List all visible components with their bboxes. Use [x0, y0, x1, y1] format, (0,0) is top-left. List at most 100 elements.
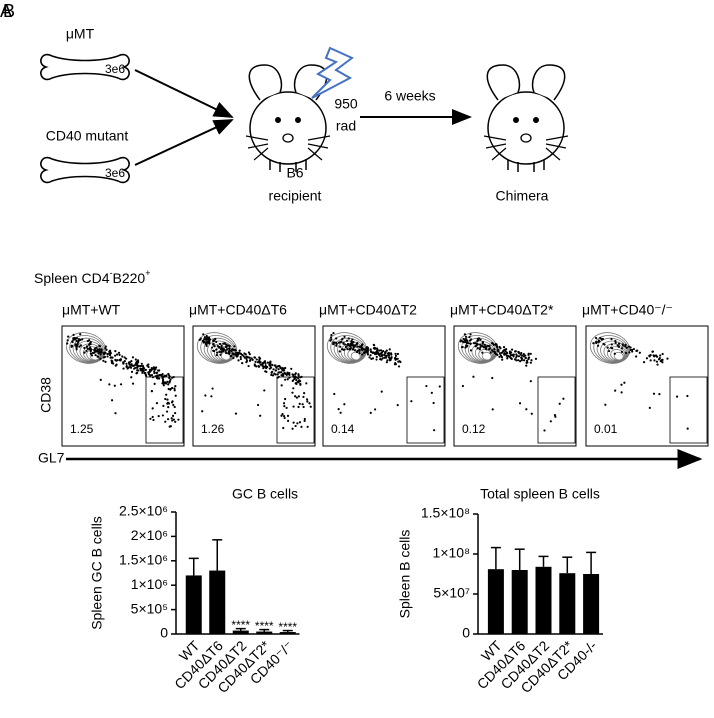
event-dot	[130, 370, 134, 373]
event-dot	[98, 344, 101, 347]
event-dot	[276, 373, 279, 376]
event-dot	[636, 349, 639, 352]
event-dot	[241, 353, 244, 357]
y-axis-label: Spleen GC B cells	[89, 516, 105, 630]
event-dot	[553, 414, 557, 417]
event-dot	[607, 349, 611, 353]
event-dot	[522, 355, 525, 358]
event-dot	[515, 354, 518, 358]
event-dot	[144, 368, 147, 372]
event-dot	[283, 414, 286, 418]
event-dot	[365, 348, 368, 351]
event-dot	[161, 414, 165, 417]
event-dot	[89, 342, 92, 346]
event-dot	[225, 351, 228, 355]
event-dot	[661, 361, 664, 364]
event-dot	[601, 337, 604, 341]
event-dot	[660, 359, 663, 362]
event-dot	[125, 362, 128, 365]
event-dot	[168, 379, 171, 383]
radiation-icon	[311, 46, 354, 99]
bar	[535, 566, 552, 634]
event-dot	[268, 361, 271, 365]
event-dot	[614, 341, 617, 344]
event-dot	[358, 345, 361, 348]
gate	[669, 376, 708, 444]
event-dot	[250, 357, 253, 360]
event-dot	[388, 348, 391, 351]
event-dot	[213, 345, 216, 348]
event-dot	[85, 345, 88, 349]
event-dot	[173, 389, 176, 392]
y-axis-label: CD38	[38, 377, 54, 413]
event-dot	[373, 347, 377, 350]
event-dot	[394, 352, 397, 355]
event-dot	[167, 373, 170, 377]
event-dot	[263, 389, 266, 392]
event-dot	[300, 425, 303, 428]
bar	[511, 570, 528, 634]
significance: ****	[255, 619, 274, 633]
event-dot	[505, 348, 508, 351]
event-dot	[174, 420, 177, 423]
event-dot	[371, 357, 375, 360]
plot-frame	[192, 325, 316, 447]
event-dot	[115, 353, 119, 356]
event-dot	[205, 343, 208, 346]
event-dot	[466, 339, 469, 342]
event-dot	[150, 367, 153, 370]
event-dot	[237, 353, 240, 356]
event-dot	[263, 360, 267, 363]
event-dot	[508, 352, 511, 355]
event-dot	[164, 420, 167, 423]
event-dot	[686, 427, 689, 430]
event-dot	[108, 353, 112, 357]
event-dot	[384, 351, 387, 355]
event-dot	[147, 365, 150, 369]
event-dot	[86, 347, 89, 351]
event-dot	[104, 345, 107, 348]
event-dot	[594, 336, 598, 340]
event-dot	[174, 411, 177, 415]
event-dot	[620, 391, 623, 394]
event-dot	[125, 357, 128, 360]
event-dot	[527, 358, 530, 361]
event-dot	[161, 373, 164, 376]
event-dot	[496, 349, 499, 352]
event-dot	[256, 361, 260, 364]
event-dot	[625, 346, 629, 349]
event-dot	[230, 348, 234, 351]
event-dot	[529, 361, 532, 364]
event-dot	[346, 342, 350, 346]
event-dot	[385, 349, 388, 352]
event-dot	[111, 360, 114, 363]
event-dot	[479, 343, 482, 346]
event-dot	[271, 374, 275, 377]
event-dot	[138, 364, 142, 368]
event-dot	[508, 350, 512, 353]
event-dot	[66, 342, 69, 345]
event-dot	[386, 359, 389, 362]
event-dot	[510, 348, 514, 351]
y-tick-label: 2.5×10⁶	[119, 503, 168, 519]
event-dot	[306, 400, 309, 403]
event-dot	[280, 384, 283, 387]
event-dot	[645, 357, 649, 360]
event-dot	[72, 333, 75, 336]
event-dot	[114, 412, 117, 415]
event-dot	[166, 380, 169, 383]
event-dot	[79, 344, 83, 347]
event-dot	[396, 403, 399, 407]
event-dot	[116, 359, 119, 362]
flow-title-part: -	[110, 268, 113, 278]
gate-percent: 0.12	[462, 422, 486, 436]
event-dot	[306, 425, 309, 428]
event-dot	[171, 419, 174, 422]
event-dot	[464, 339, 467, 342]
event-dot	[375, 351, 378, 354]
event-dot	[614, 339, 617, 343]
event-dot	[623, 381, 626, 384]
event-dot	[479, 338, 482, 341]
event-dot	[285, 406, 288, 410]
event-dot	[150, 373, 154, 377]
